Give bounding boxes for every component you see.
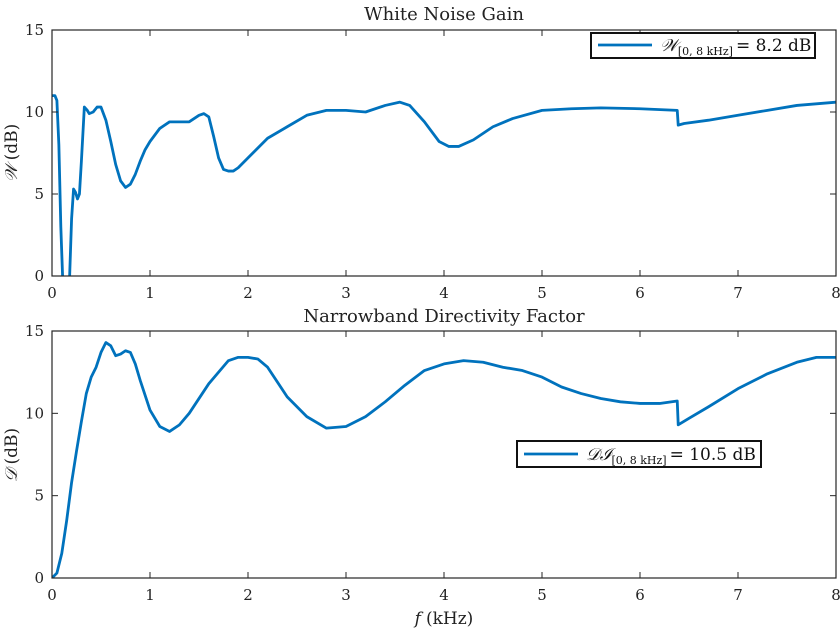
x-tick-label-bottom-0: 0 — [47, 586, 57, 604]
legend-subscript-top: [0, 8 kHz] — [678, 45, 733, 58]
chart-title-bottom: Narrowband Directivity Factor — [303, 306, 585, 327]
legend-value-top: = 8.2 dB — [736, 36, 811, 56]
x-tick-label-top-6: 6 — [635, 284, 645, 302]
y-tick-label-top-15: 15 — [25, 21, 44, 39]
y-tick-label-bottom-0: 0 — [34, 569, 44, 587]
x-tick-label-top-3: 3 — [341, 284, 351, 302]
x-axis-unit: (kHz) — [426, 609, 473, 629]
x-axis-label: f (kHz) — [413, 609, 474, 629]
legend-top: 𝒲[0, 8 kHz] = 8.2 dB — [590, 32, 816, 59]
x-tick-label-bottom-8: 8 — [831, 586, 840, 604]
series-layer-bottom — [52, 341, 836, 578]
x-tick-label-bottom-2: 2 — [243, 586, 253, 604]
x-tick-label-bottom-5: 5 — [537, 586, 547, 604]
y-tick-label-bottom-10: 10 — [25, 404, 44, 422]
x-tick-label-top-2: 2 — [243, 284, 253, 302]
legend-symbol-top: 𝒲 — [660, 36, 682, 56]
y-tick-label-top-0: 0 — [34, 267, 44, 285]
x-tick-label-bottom-3: 3 — [341, 586, 351, 604]
legend-symbol-bottom: 𝒟ℐ — [586, 445, 617, 465]
y-tick-label-bottom-5: 5 — [34, 487, 44, 505]
axes-frame-top — [51, 29, 837, 277]
x-tick-label-bottom-7: 7 — [733, 586, 743, 604]
series-line-bottom-0 — [52, 341, 836, 578]
series-layer-top — [52, 94, 836, 276]
legend-entry-bottom: 𝒟ℐ[0, 8 kHz] = 10.5 dB — [586, 445, 756, 467]
chart-title-top: White Noise Gain — [364, 4, 524, 25]
series-line-top-0 — [52, 94, 836, 276]
y-axis-symbol-bottom: 𝒟 — [2, 465, 22, 482]
y-axis-label-bottom: 𝒟(dB) — [2, 428, 22, 482]
x-tick-label-top-8: 8 — [831, 284, 840, 302]
ticks-top: 0 1 2 3 4 5 6 7 8 0 5 10 15 — [25, 21, 840, 302]
legend-bottom: 𝒟ℐ[0, 8 kHz] = 10.5 dB — [516, 440, 762, 468]
ticks-bottom: 0 1 2 3 4 5 6 7 8 0 5 10 15 — [25, 322, 840, 604]
x-tick-label-bottom-6: 6 — [635, 586, 645, 604]
x-tick-label-top-4: 4 — [439, 284, 449, 302]
x-tick-label-bottom-1: 1 — [145, 586, 155, 604]
y-axis-unit-top: (dB) — [2, 124, 22, 161]
y-tick-label-bottom-15: 15 — [25, 322, 44, 340]
x-tick-label-top-1: 1 — [145, 284, 155, 302]
y-axis-symbol-top: 𝒲 — [2, 160, 22, 182]
y-axis-label-top: 𝒲(dB) — [2, 124, 22, 182]
panel-directivity-factor: 0 1 2 3 4 5 6 7 8 0 5 10 15 Narrowband Directivity F… — [2, 306, 840, 629]
legend-value-bottom: = 10.5 dB — [670, 445, 756, 465]
legend-subscript-bottom: [0, 8 kHz] — [611, 454, 666, 467]
y-axis-unit-bottom: (dB) — [2, 428, 22, 465]
y-tick-label-top-5: 5 — [34, 185, 44, 203]
legend-entry-top: 𝒲[0, 8 kHz] = 8.2 dB — [660, 36, 811, 58]
x-tick-label-top-0: 0 — [47, 284, 57, 302]
x-tick-label-bottom-4: 4 — [439, 586, 449, 604]
x-tick-label-top-7: 7 — [733, 284, 743, 302]
x-tick-label-top-5: 5 — [537, 284, 547, 302]
x-axis-symbol: f — [413, 609, 424, 629]
y-tick-label-top-10: 10 — [25, 103, 44, 121]
